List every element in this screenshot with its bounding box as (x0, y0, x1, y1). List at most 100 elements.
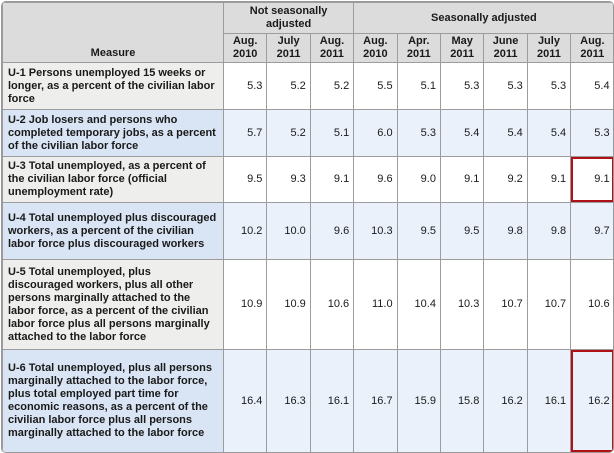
column-year: 2011 (276, 48, 301, 60)
column-year: 2010 (232, 48, 258, 60)
data-cell: 9.1 (439, 156, 485, 203)
data-cell: 10.9 (266, 259, 311, 350)
column-month: June (492, 35, 519, 47)
column-year: 2011 (450, 48, 475, 60)
measure-label: U-3 Total unemployed, as a percent of th… (2, 156, 224, 203)
table-row-u2: U-2 Job losers and persons who completed… (2, 109, 613, 157)
column-header: June 2011 (483, 33, 528, 63)
data-cell: 5.3 (570, 109, 613, 157)
data-cell: 10.9 (222, 259, 268, 350)
table-row-u3: U-3 Total unemployed, as a percent of th… (2, 156, 613, 203)
data-cell: 9.8 (526, 202, 572, 260)
data-cell: 5.1 (309, 109, 355, 157)
group-header-seasonally-adjusted: Seasonally adjusted (353, 2, 613, 34)
data-cell: 9.7 (570, 202, 613, 260)
measure-column-header: Measure (2, 2, 224, 63)
column-header: Apr. 2011 (396, 33, 441, 63)
group-header-row: Measure Not seasonally adjusted Seasonal… (2, 2, 613, 63)
data-cell: 5.3 (222, 62, 268, 110)
column-year: 2011 (406, 48, 431, 60)
data-cell: 5.4 (483, 109, 528, 157)
group-header-not-seasonally-adjusted: Not seasonally adjusted (222, 2, 355, 34)
column-header: Aug. 2011 (570, 33, 613, 63)
highlighted-cell-u6-aug-2011-sa: 16.2 (570, 349, 613, 452)
data-cell: 16.3 (266, 349, 311, 452)
data-cell: 9.5 (222, 156, 268, 203)
data-cell: 10.4 (396, 259, 441, 350)
data-cell: 9.1 (309, 156, 355, 203)
data-cell: 5.4 (439, 109, 485, 157)
data-cell: 11.0 (353, 259, 398, 350)
data-cell: 9.1 (526, 156, 572, 203)
highlighted-cell-u3-aug-2011-sa: 9.1 (570, 156, 613, 203)
data-cell: 10.6 (309, 259, 355, 350)
data-cell: 5.4 (526, 109, 572, 157)
column-year: 2011 (493, 48, 518, 60)
column-header: Aug. 2010 (222, 33, 268, 63)
table-row-u6: U-6 Total unemployed, plus all persons m… (2, 349, 613, 452)
data-cell: 5.2 (266, 62, 311, 110)
table-row-u1: U-1 Persons unemployed 15 weeks or longe… (2, 62, 613, 110)
column-year: 2011 (320, 48, 344, 60)
table-row-u5: U-5 Total unemployed, plus discouraged w… (2, 259, 613, 350)
measure-label: U-4 Total unemployed plus discouraged wo… (2, 202, 224, 260)
data-cell: 9.5 (439, 202, 485, 260)
data-cell: 10.6 (570, 259, 613, 350)
table-row-u4: U-4 Total unemployed plus discouraged wo… (2, 202, 613, 260)
data-cell: 5.4 (570, 62, 613, 110)
column-header: July 2011 (526, 33, 572, 63)
data-cell: 10.7 (483, 259, 528, 350)
data-cell: 10.0 (266, 202, 311, 260)
column-header: Aug. 2010 (353, 33, 398, 63)
column-year: 2011 (580, 48, 605, 60)
column-month: Aug. (363, 35, 388, 47)
data-cell: 15.9 (396, 349, 441, 452)
column-year: 2010 (363, 48, 388, 60)
data-cell: 5.3 (526, 62, 572, 110)
data-cell: 5.2 (309, 62, 355, 110)
data-cell: 9.2 (483, 156, 528, 203)
column-header: May 2011 (439, 33, 485, 63)
data-cell: 6.0 (353, 109, 398, 157)
column-month: July (277, 35, 300, 47)
data-cell: 10.7 (526, 259, 572, 350)
column-month: Aug. (232, 35, 258, 47)
data-cell: 9.0 (396, 156, 441, 203)
data-cell: 16.1 (309, 349, 355, 452)
month-header-row: Aug. 2010 July 2011 Aug. 2011 Aug. 2010 Apr.… (3, 33, 613, 63)
column-month: Aug. (319, 35, 345, 47)
data-cell: 9.5 (396, 202, 441, 260)
data-cell: 15.8 (439, 349, 485, 452)
data-cell: 5.2 (266, 109, 311, 157)
measure-label: U-1 Persons unemployed 15 weeks or longe… (2, 62, 224, 110)
column-month: Aug. (580, 35, 605, 47)
measure-label: U-5 Total unemployed, plus discouraged w… (2, 259, 224, 350)
data-cell: 5.1 (396, 62, 441, 110)
data-cell: 16.7 (353, 349, 398, 452)
data-cell: 9.8 (483, 202, 528, 260)
data-cell: 10.2 (222, 202, 268, 260)
data-cell: 16.4 (222, 349, 268, 452)
data-cell: 9.6 (353, 156, 398, 203)
data-cell: 10.3 (353, 202, 398, 260)
data-cell: 9.6 (309, 202, 355, 260)
data-cell: 5.3 (439, 62, 485, 110)
column-month: July (537, 35, 560, 47)
data-cell: 16.1 (526, 349, 572, 452)
column-header: Aug. 2011 (309, 33, 355, 63)
measure-label: U-6 Total unemployed, plus all persons m… (2, 349, 224, 452)
data-cell: 5.3 (396, 109, 441, 157)
data-cell: 9.3 (266, 156, 311, 203)
column-year: 2011 (537, 48, 561, 60)
column-month: May (451, 35, 473, 47)
data-cell: 5.5 (353, 62, 398, 110)
measure-label: U-2 Job losers and persons who completed… (2, 109, 224, 157)
data-cell: 16.2 (483, 349, 528, 452)
data-cell: 10.3 (439, 259, 485, 350)
data-cell: 5.3 (483, 62, 528, 110)
column-header: July 2011 (266, 33, 311, 63)
data-cell: 5.7 (222, 109, 268, 157)
column-month: Apr. (408, 35, 430, 47)
